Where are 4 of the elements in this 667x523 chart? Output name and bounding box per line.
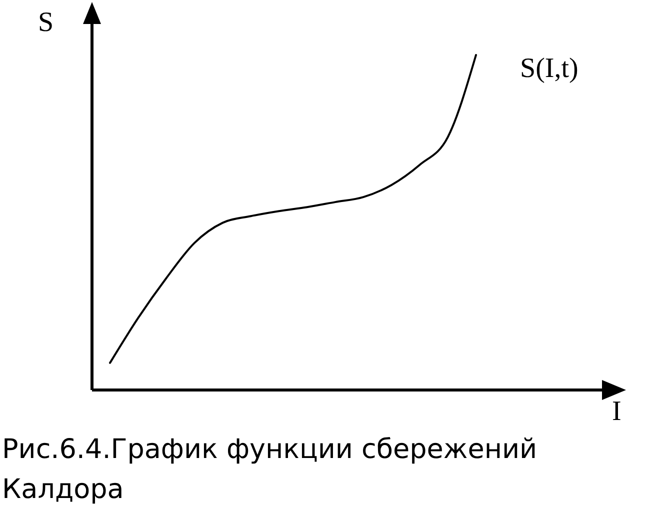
y-axis-title: S xyxy=(38,7,54,38)
series-label: S(I,t) xyxy=(520,53,578,84)
text: Рис.6.4.График функции сбережений Калдора xyxy=(2,434,538,505)
x-axis-title: I xyxy=(612,396,622,427)
